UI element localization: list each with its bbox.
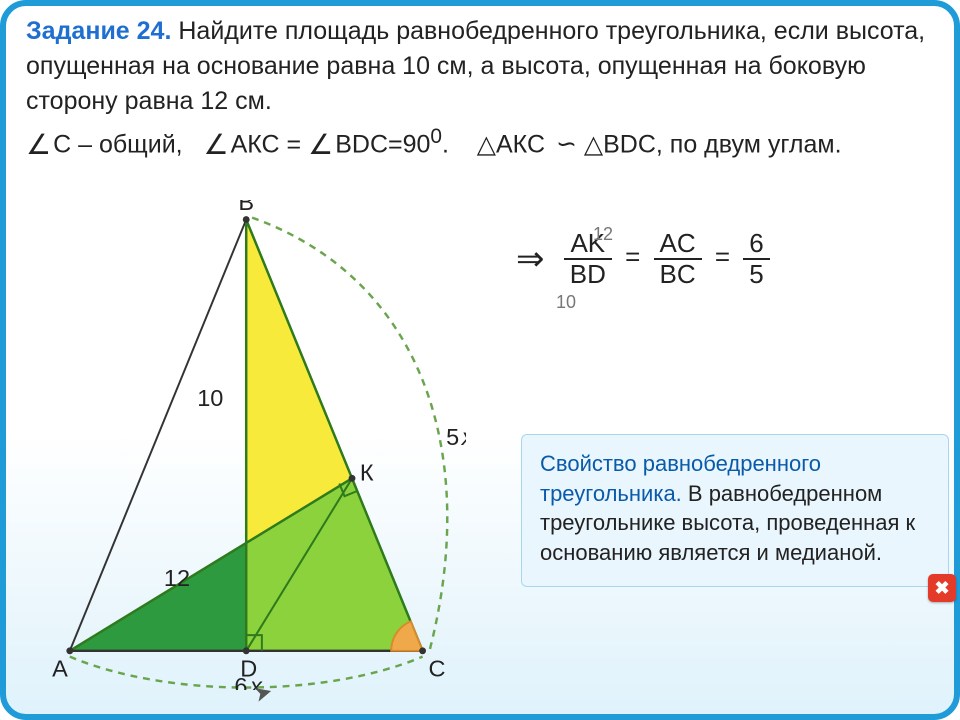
fraction-6-5: 6 5 xyxy=(743,229,769,288)
svg-text:x: x xyxy=(461,424,466,450)
svg-text:A: A xyxy=(52,655,68,681)
eq-rnum: 6 xyxy=(743,229,769,260)
triangle-icon: △ xyxy=(477,130,496,158)
proof-f: BDC, по двум углам. xyxy=(603,130,841,158)
triangle-icon: △ xyxy=(584,130,603,158)
svg-text:12: 12 xyxy=(164,565,190,591)
eq-ac: AC xyxy=(654,229,702,260)
eq-bc: BC xyxy=(654,260,702,289)
svg-text:6: 6 xyxy=(234,673,247,690)
slide-content: Задание 24. Найдите площадь равнобедренн… xyxy=(26,14,934,702)
svg-text:5: 5 xyxy=(446,424,459,450)
implies-icon: ⇒ xyxy=(516,240,545,278)
note-10: 10 xyxy=(556,292,576,313)
proof-e: АКС xyxy=(496,130,545,158)
similar-icon: ∽ xyxy=(556,130,573,158)
proof-line: ∠С – общий, ∠АКС = ∠BDC=900. △АКС ∽ △BDC… xyxy=(26,125,934,159)
proof-b: АКС = xyxy=(231,130,302,158)
angle-icon: ∠ xyxy=(26,128,51,161)
task-text-block: Задание 24. Найдите площадь равнобедренн… xyxy=(26,14,934,119)
svg-text:B: B xyxy=(238,200,254,215)
angle-icon: ∠ xyxy=(308,128,333,161)
close-button[interactable]: ✖ xyxy=(928,574,956,602)
eq-bd: BD xyxy=(564,260,612,289)
proof-a: С – общий, xyxy=(53,130,183,158)
triangle-diagram: ABCDК10125x6x xyxy=(46,200,466,690)
svg-text:К: К xyxy=(360,459,374,485)
proof-d: . xyxy=(442,130,449,158)
proof-c: BDC=90 xyxy=(335,130,430,158)
slide-frame: Задание 24. Найдите площадь равнобедренн… xyxy=(0,0,960,720)
task-label: Задание 24. xyxy=(26,17,171,45)
eq-rden: 5 xyxy=(743,260,769,289)
equation-block: ⇒ AK BD = AC BC = 6 5 xyxy=(516,229,776,288)
note-12: 12 xyxy=(593,224,613,245)
svg-text:C: C xyxy=(428,655,445,681)
property-callout: Свойство равнобедренного треугольника. В… xyxy=(521,434,949,587)
angle-icon: ∠ xyxy=(203,128,228,161)
proof-exp: 0 xyxy=(430,125,442,148)
svg-text:10: 10 xyxy=(197,385,223,411)
fraction-ac-bc: AC BC xyxy=(654,229,702,288)
